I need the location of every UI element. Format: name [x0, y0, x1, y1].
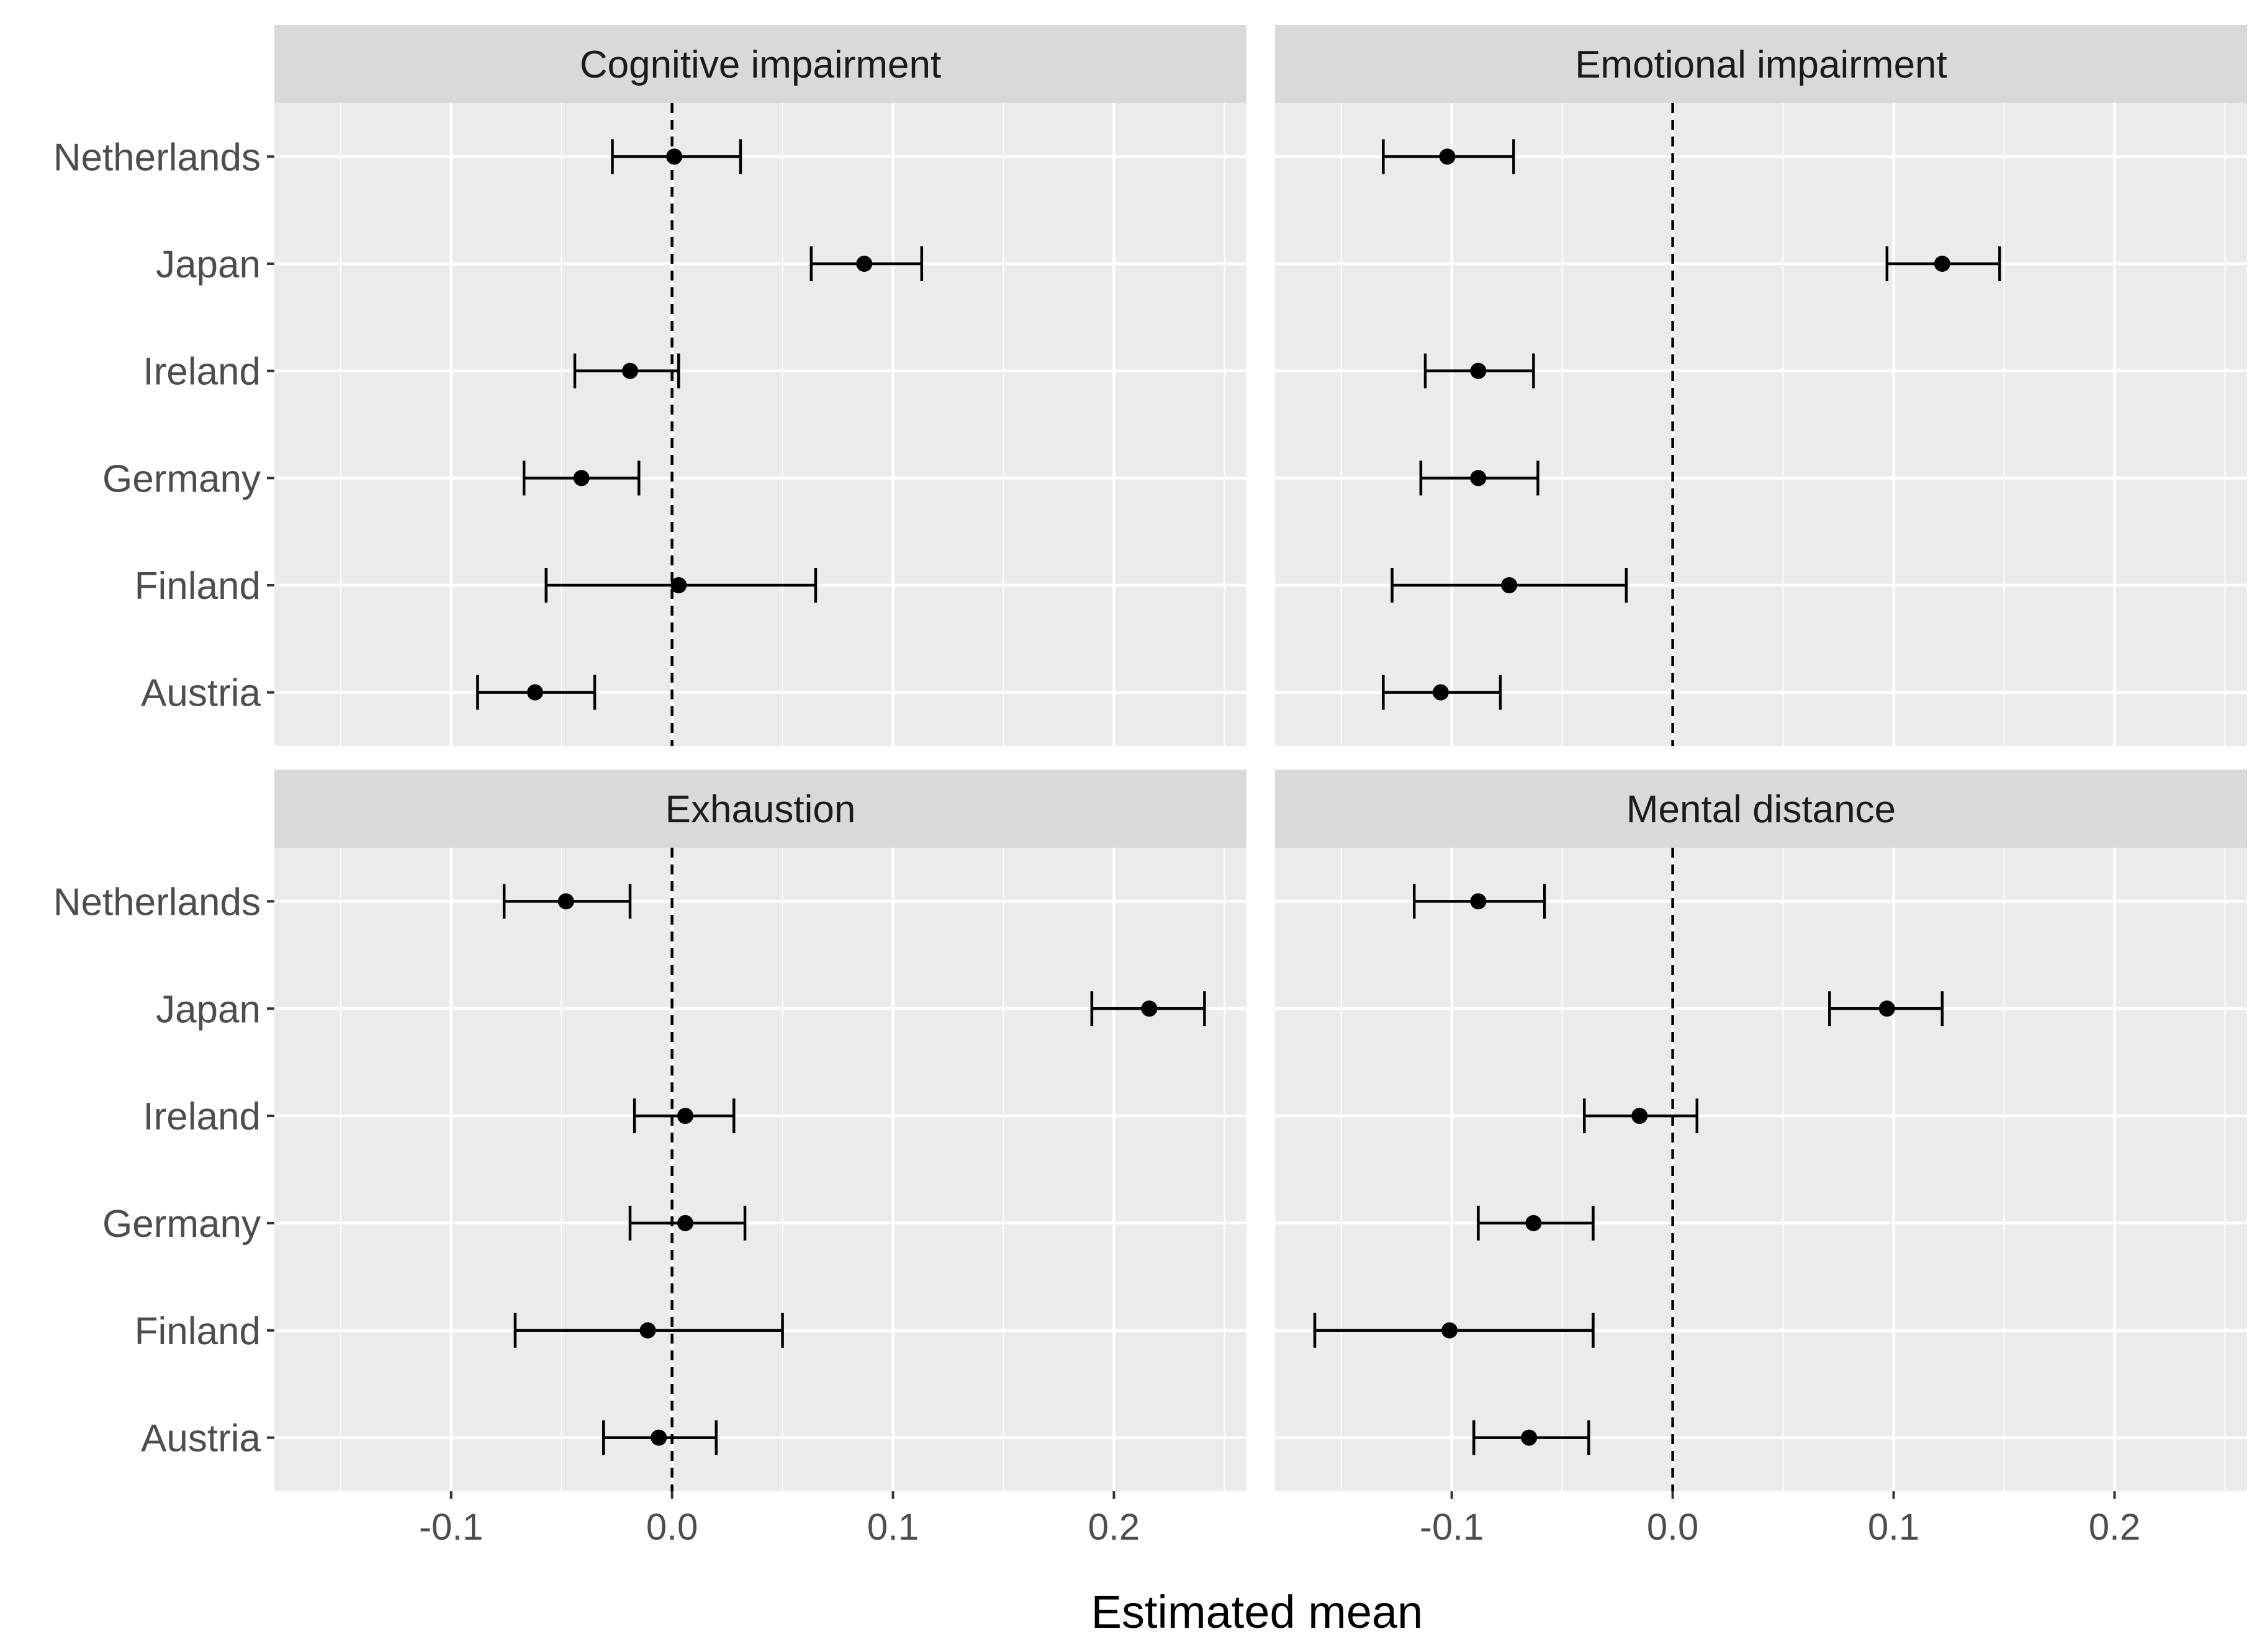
data-point-finland — [1501, 577, 1518, 593]
data-point-japan — [1934, 256, 1950, 272]
facet-title: Cognitive impairment — [580, 43, 941, 86]
facet-strip — [1275, 25, 2247, 103]
data-point-ireland — [1470, 362, 1487, 379]
panel-background — [274, 103, 1246, 746]
panel-background — [1275, 848, 2247, 1491]
x-tick-label: 0.0 — [1647, 1506, 1698, 1548]
y-tick-label-japan: Japan — [156, 988, 261, 1031]
y-tick-label-japan: Japan — [156, 243, 261, 286]
facet-emotional-impairment: Emotional impairment — [1275, 25, 2247, 746]
y-tick-label-germany: Germany — [102, 457, 261, 500]
data-point-germany — [677, 1214, 693, 1231]
x-tick-label: 0.1 — [1868, 1506, 1919, 1548]
x-tick-label: -0.1 — [1420, 1506, 1484, 1548]
x-tick-label: -0.1 — [419, 1506, 483, 1548]
data-point-germany — [573, 470, 590, 487]
x-tick-label: 0.0 — [646, 1506, 698, 1548]
data-point-netherlands — [1439, 148, 1456, 165]
facet-strip — [274, 25, 1246, 103]
data-point-austria — [526, 684, 543, 701]
data-point-austria — [1432, 684, 1449, 701]
facet-title: Exhaustion — [665, 788, 856, 831]
panel-background — [1275, 103, 2247, 746]
data-point-ireland — [677, 1108, 693, 1125]
y-tick-label-netherlands: Netherlands — [53, 881, 261, 923]
y-tick-label-austria: Austria — [141, 1417, 261, 1460]
x-tick-label: 0.2 — [2089, 1506, 2140, 1548]
facet-strip — [1275, 770, 2247, 848]
data-point-austria — [651, 1429, 667, 1446]
data-point-japan — [1878, 1000, 1895, 1017]
facet-title: Emotional impairment — [1575, 43, 1947, 86]
x-axis-title: Estimated mean — [1091, 1586, 1423, 1638]
data-point-japan — [856, 256, 873, 272]
data-point-netherlands — [1470, 893, 1487, 910]
facet-exhaustion: Exhaustion Netherlands Japan Ireland Germany… — [53, 770, 1246, 1548]
y-tick-label-finland: Finland — [135, 1310, 261, 1353]
facet-title: Mental distance — [1626, 788, 1896, 831]
data-point-japan — [1141, 1000, 1158, 1017]
data-point-finland — [670, 577, 687, 593]
facet-cognitive-impairment: Cognitive impairment Netherlands Japan Irel… — [53, 25, 1246, 746]
facet-strip — [274, 770, 1246, 848]
data-point-netherlands — [557, 893, 574, 910]
y-tick-label-germany: Germany — [102, 1203, 261, 1246]
y-tick-label-finland: Finland — [135, 565, 261, 608]
data-point-ireland — [1631, 1108, 1648, 1125]
data-point-ireland — [622, 362, 639, 379]
y-tick-label-austria: Austria — [141, 672, 261, 715]
y-tick-label-ireland: Ireland — [143, 351, 261, 393]
data-point-austria — [1521, 1429, 1538, 1446]
data-point-finland — [1441, 1322, 1458, 1339]
x-tick-label: 0.1 — [867, 1506, 919, 1548]
y-tick-label-ireland: Ireland — [143, 1095, 261, 1138]
data-point-germany — [1470, 470, 1487, 487]
x-tick-label: 0.2 — [1088, 1506, 1140, 1548]
y-tick-label-netherlands: Netherlands — [53, 136, 261, 179]
data-point-germany — [1525, 1214, 1542, 1231]
facet-mental-distance: Mental distance -0.1 0.0 0.1 0.2 — [1275, 770, 2247, 1548]
data-point-finland — [639, 1322, 656, 1339]
data-point-netherlands — [666, 148, 683, 165]
panel-background — [274, 848, 1246, 1491]
